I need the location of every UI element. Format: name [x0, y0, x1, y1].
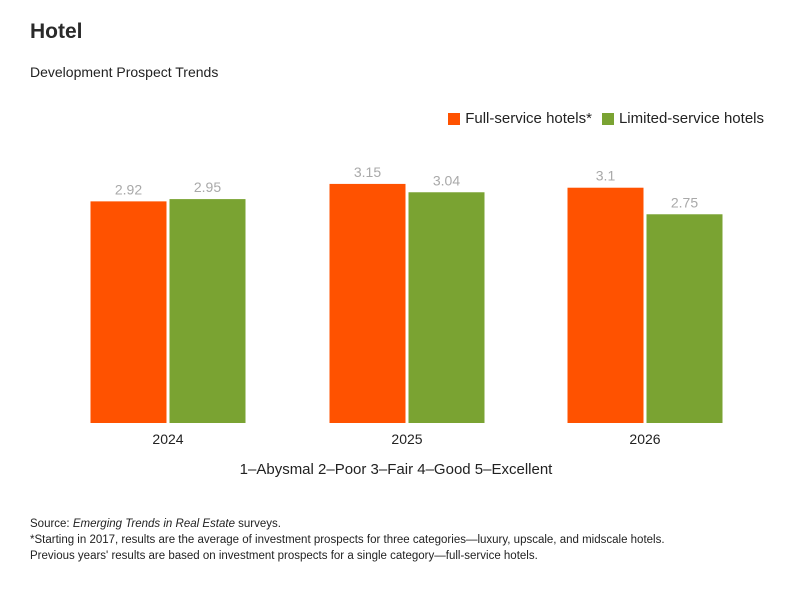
rating-scale-note: 1–Abysmal 2–Poor 3–Fair 4–Good 5–Excelle… — [239, 461, 553, 478]
bar-2026-limited-service — [646, 214, 723, 423]
bar-2026-full-service — [567, 187, 644, 423]
bar-2024-full-service — [90, 201, 167, 423]
footnote-line-1: *Starting in 2017, results are the avera… — [30, 534, 665, 546]
legend-swatch-full-service — [448, 112, 461, 125]
x-tick-label-2026: 2026 — [629, 431, 660, 447]
data-label-2026-full-service: 3.1 — [596, 168, 616, 184]
chart-title: Hotel — [30, 20, 83, 43]
legend-item-full-service: Full-service hotels* — [448, 110, 592, 127]
data-label-2025-limited-service: 3.04 — [433, 172, 460, 188]
data-label-2025-full-service: 3.15 — [354, 164, 381, 180]
data-label-2026-limited-service: 2.75 — [671, 194, 698, 210]
legend-item-limited-service: Limited-service hotels — [601, 110, 764, 127]
footer-notes: Source: Emerging Trends in Real Estate s… — [30, 516, 665, 564]
x-tick-label-2024: 2024 — [152, 431, 183, 447]
bar-2025-limited-service — [408, 192, 485, 423]
source-line: Source: Emerging Trends in Real Estate s… — [30, 516, 665, 532]
data-label-2024-full-service: 2.92 — [115, 181, 142, 197]
data-label-2024-limited-service: 2.95 — [194, 179, 221, 195]
legend-label-full-service: Full-service hotels* — [465, 110, 592, 127]
chart-subtitle: Development Prospect Trends — [30, 64, 219, 80]
legend: Full-service hotels* Limited-service hot… — [438, 110, 764, 127]
x-tick-label-2025: 2025 — [391, 431, 422, 447]
bar-2025-full-service — [329, 183, 406, 423]
legend-swatch-limited-service — [601, 112, 614, 125]
source-title: Emerging Trends in Real Estate — [72, 518, 235, 530]
source-prefix: Source: — [30, 518, 73, 530]
bar-2024-limited-service — [169, 199, 246, 423]
footnote-line-2: Previous years' results are based on inv… — [30, 550, 538, 562]
source-suffix: surveys. — [234, 518, 281, 530]
legend-label-limited-service: Limited-service hotels — [618, 110, 764, 127]
